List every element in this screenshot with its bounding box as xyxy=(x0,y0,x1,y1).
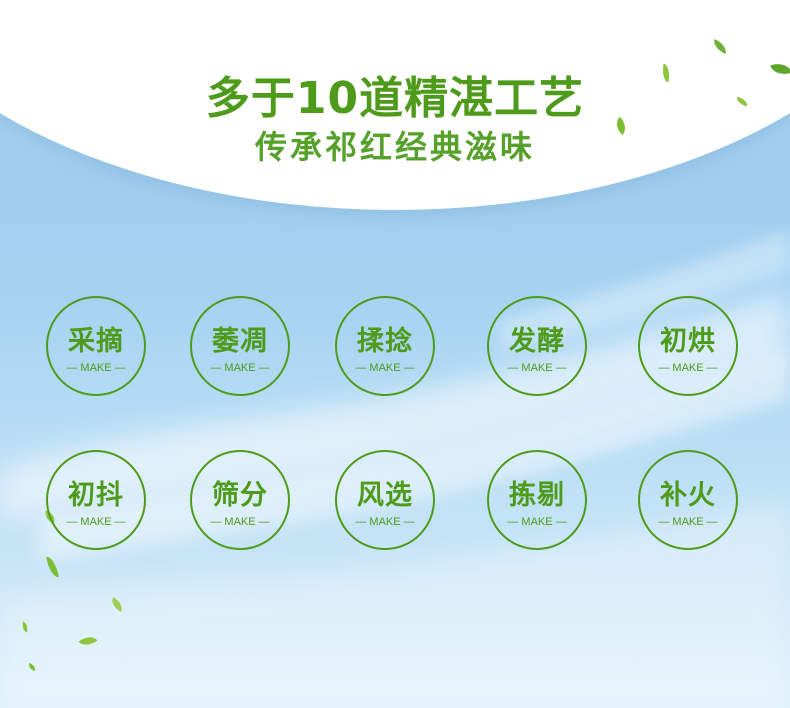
step-name: 揉捻 xyxy=(357,326,413,357)
step-tag: — MAKE — xyxy=(658,362,718,374)
step-tag: — MAKE — xyxy=(658,516,718,528)
step-tag: — MAKE — xyxy=(355,362,415,374)
step-tag: — MAKE — xyxy=(66,362,126,374)
step-name: 初烘 xyxy=(660,326,716,357)
step-tag: — MAKE — xyxy=(355,516,415,528)
step-shaking: 初抖 — MAKE — xyxy=(46,450,146,550)
page-title: 多于10道精湛工艺 xyxy=(205,73,585,124)
step-tag: — MAKE — xyxy=(507,516,567,528)
step-tag: — MAKE — xyxy=(210,362,270,374)
step-name: 发酵 xyxy=(509,326,565,357)
step-sieving: 筛分 — MAKE — xyxy=(190,450,290,550)
step-winnowing: 风选 — MAKE — xyxy=(335,450,435,550)
step-tag: — MAKE — xyxy=(507,362,567,374)
step-name: 风选 xyxy=(357,480,413,511)
step-withering: 萎凋 — MAKE — xyxy=(190,296,290,396)
step-final-firing: 补火 — MAKE — xyxy=(638,450,738,550)
page-subtitle: 传承祁红经典滋味 xyxy=(254,128,535,166)
step-name: 筛分 xyxy=(212,480,268,511)
step-name: 补火 xyxy=(660,480,716,511)
step-fermenting: 发酵 — MAKE — xyxy=(487,296,587,396)
step-name: 采摘 xyxy=(68,326,124,357)
step-picking: 采摘 — MAKE — xyxy=(46,296,146,396)
step-name: 初抖 xyxy=(68,480,124,511)
step-rolling: 揉捻 — MAKE — xyxy=(335,296,435,396)
step-tag: — MAKE — xyxy=(210,516,270,528)
step-first-drying: 初烘 — MAKE — xyxy=(638,296,738,396)
step-name: 拣剔 xyxy=(509,480,565,511)
step-tag: — MAKE — xyxy=(66,516,126,528)
step-name: 萎凋 xyxy=(212,326,268,357)
step-sorting: 拣剔 — MAKE — xyxy=(487,450,587,550)
